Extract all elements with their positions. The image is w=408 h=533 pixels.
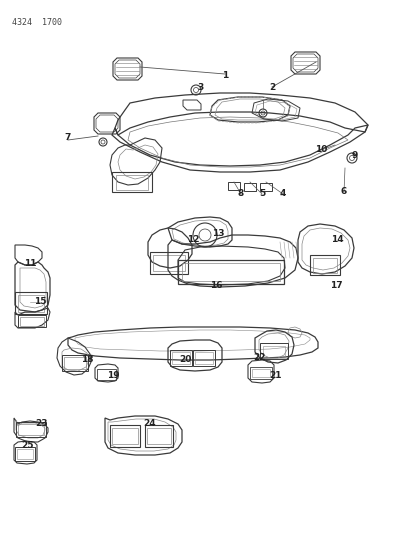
Text: 20: 20 [179, 356, 191, 365]
Text: 6: 6 [341, 188, 347, 197]
Text: 4: 4 [280, 190, 286, 198]
Text: 9: 9 [352, 150, 358, 159]
Text: 1: 1 [222, 70, 228, 79]
Text: 17: 17 [330, 280, 342, 289]
Text: 2: 2 [269, 83, 275, 92]
Text: 5: 5 [259, 190, 265, 198]
Text: 19: 19 [106, 370, 119, 379]
Text: 7: 7 [65, 133, 71, 142]
Text: 18: 18 [81, 356, 93, 365]
Text: 12: 12 [187, 236, 199, 245]
Text: 11: 11 [24, 259, 36, 268]
Text: 15: 15 [34, 297, 46, 306]
Text: 8: 8 [238, 190, 244, 198]
Text: 25: 25 [22, 440, 34, 449]
Text: 14: 14 [331, 236, 343, 245]
Text: 13: 13 [212, 229, 224, 238]
Text: 4324  1700: 4324 1700 [12, 18, 62, 27]
Text: 24: 24 [144, 418, 156, 427]
Text: 3: 3 [197, 83, 203, 92]
Text: 21: 21 [269, 370, 281, 379]
Text: 16: 16 [210, 280, 222, 289]
Text: 23: 23 [36, 418, 48, 427]
Text: 10: 10 [315, 146, 327, 155]
Text: 22: 22 [254, 353, 266, 362]
